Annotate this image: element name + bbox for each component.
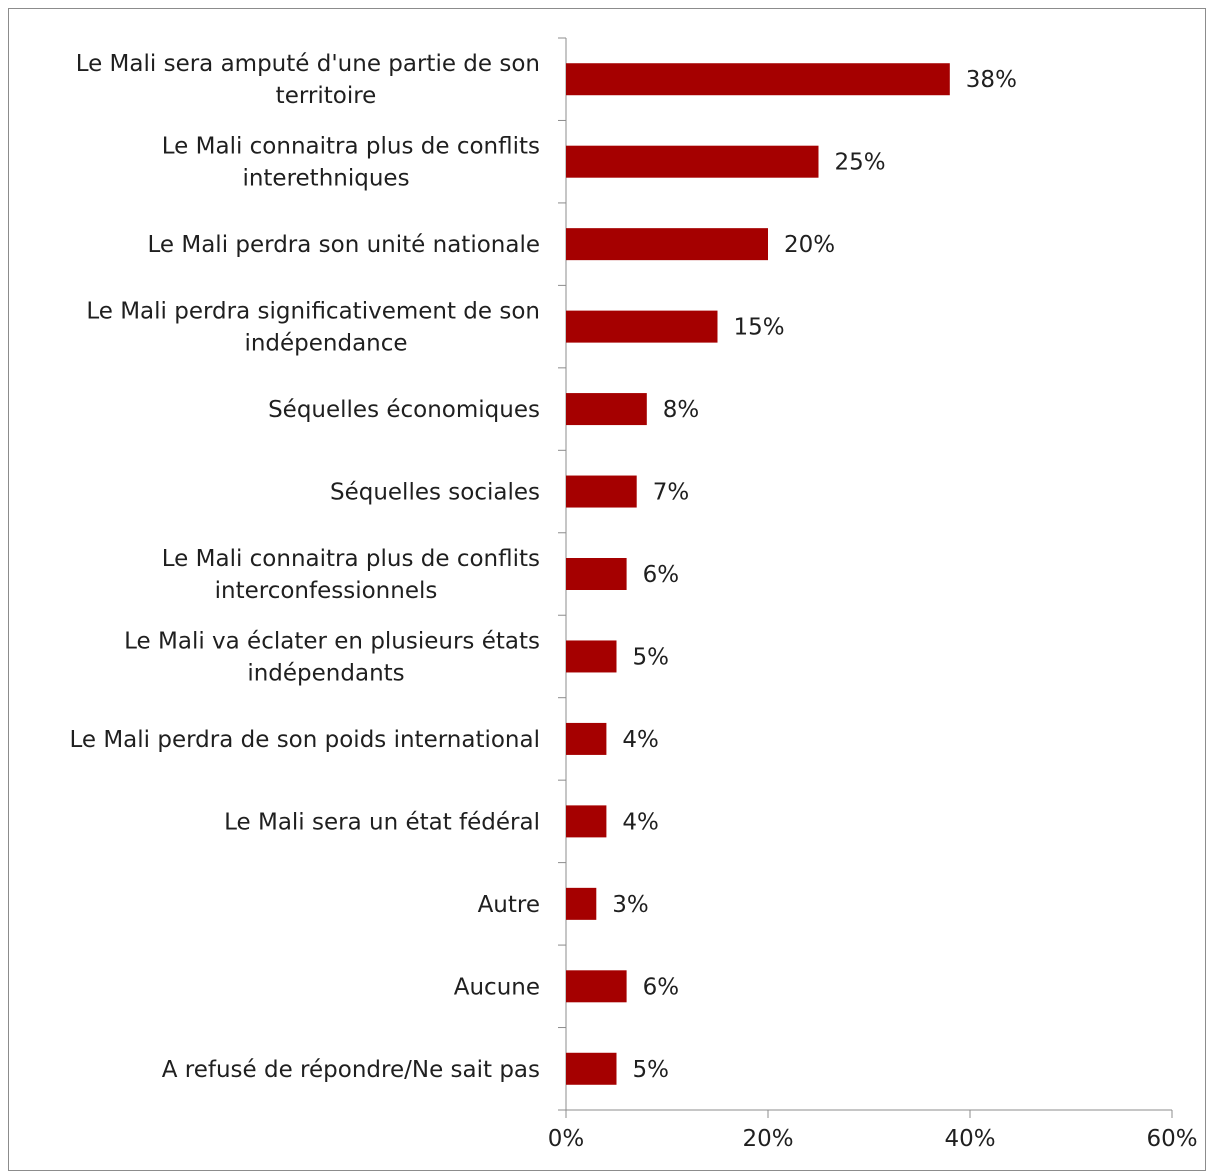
category-label-line: A refusé de répondre/Ne sait pas: [162, 1057, 540, 1083]
category-label: Le Mali sera amputé d'une partie de son t…: [76, 51, 540, 109]
category-label: Le Mali perdra de son poids internationa…: [69, 727, 540, 753]
category-label: Le Mali sera un état fédéral: [224, 809, 540, 835]
x-tick-label: 40%: [944, 1126, 995, 1152]
category-label-line: Séquelles économiques: [268, 397, 540, 423]
category-label: Le Mali perdra son unité nationale: [148, 232, 541, 258]
category-label: Le Mali va éclater en plusieurs états ind…: [124, 628, 540, 686]
bar: [566, 393, 647, 426]
x-tick-label: 20%: [742, 1126, 793, 1152]
data-label: 20%: [784, 232, 835, 258]
category-label-line: Le Mali perdra de son poids internationa…: [69, 727, 540, 753]
bar: [566, 970, 627, 1003]
category-label: Séquelles économiques: [268, 397, 540, 423]
data-label: 5%: [633, 644, 670, 670]
category-label-line: indépendants: [247, 660, 404, 686]
category-label: Séquelles sociales: [330, 480, 540, 506]
category-label-line: interethniques: [242, 166, 409, 192]
bar: [566, 558, 627, 590]
data-label: 38%: [966, 67, 1017, 93]
category-label: Autre: [478, 892, 540, 918]
x-tick-label: 60%: [1146, 1126, 1197, 1152]
category-label-line: Le Mali perdra son unité nationale: [148, 232, 541, 258]
category-label-line: Le Mali connaitra plus de conflits: [162, 546, 540, 572]
category-label-line: Autre: [478, 892, 540, 918]
category-label: Le Mali perdra significativement de son i…: [86, 299, 540, 357]
data-label: 3%: [612, 892, 649, 918]
bar: [566, 887, 597, 920]
data-label: 6%: [643, 974, 680, 1000]
bar: [566, 310, 718, 343]
category-label-line: Le Mali sera amputé d'une partie de son: [76, 51, 540, 77]
data-label: 25%: [835, 150, 886, 176]
category-label-line: Le Mali connaitra plus de conflits: [162, 134, 540, 160]
bar: [566, 640, 617, 673]
bar: [566, 228, 768, 261]
category-label: Le Mali connaitra plus de conflits intere…: [162, 134, 540, 192]
x-tick-label: 0%: [548, 1126, 585, 1152]
category-label-line: Le Mali va éclater en plusieurs états: [124, 628, 540, 654]
category-label: Aucune: [454, 974, 540, 1000]
bar: [566, 722, 607, 755]
data-label: 15%: [734, 315, 785, 341]
category-label-line: interconfessionnels: [215, 578, 438, 604]
data-label: 4%: [622, 809, 659, 835]
category-label-line: Aucune: [454, 974, 540, 1000]
category-label: A refusé de répondre/Ne sait pas: [162, 1057, 540, 1083]
bar: [566, 1052, 617, 1085]
data-label: 7%: [653, 480, 690, 506]
data-label: 5%: [633, 1057, 670, 1083]
category-label-line: Le Mali sera un état fédéral: [224, 809, 540, 835]
category-label-line: Le Mali perdra significativement de son: [86, 299, 540, 325]
bar: [566, 805, 607, 838]
data-label: 8%: [663, 397, 700, 423]
category-label-line: indépendance: [244, 331, 407, 357]
bar: [566, 475, 637, 508]
category-label-line: Séquelles sociales: [330, 480, 540, 506]
data-label: 4%: [622, 727, 659, 753]
bar: [566, 63, 950, 96]
category-label-line: territoire: [276, 83, 377, 109]
bar: [566, 145, 819, 178]
data-label: 6%: [643, 562, 680, 588]
category-label: Le Mali connaitra plus de conflits interc…: [162, 546, 540, 604]
